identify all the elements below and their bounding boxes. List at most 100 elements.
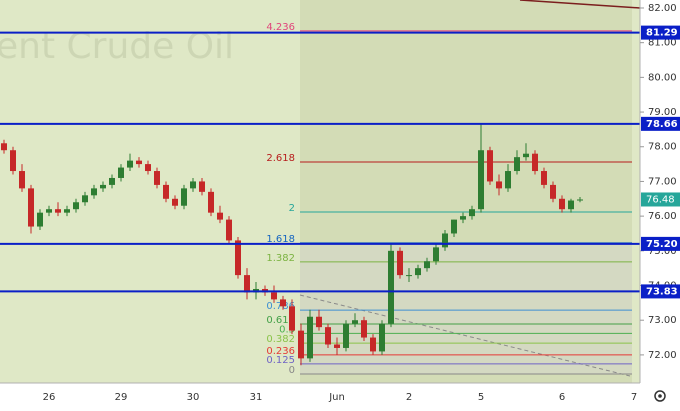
candle-body bbox=[424, 261, 430, 269]
fib-label: 0.125 bbox=[266, 355, 295, 366]
x-tick-label: 26 bbox=[43, 392, 56, 403]
candle-body bbox=[64, 209, 70, 213]
candle-body bbox=[343, 323, 349, 348]
level-tag bbox=[641, 284, 680, 299]
candle-body bbox=[280, 299, 286, 307]
candle-body bbox=[91, 188, 97, 196]
y-tick-label: 72.00 bbox=[648, 350, 677, 361]
y-tick-label: 78.00 bbox=[648, 142, 677, 153]
candle-body bbox=[406, 275, 412, 277]
candle-body bbox=[379, 323, 385, 352]
candle-body bbox=[55, 209, 61, 213]
fib-label: 0.618 bbox=[266, 315, 295, 326]
candle-body bbox=[370, 337, 376, 352]
trendline bbox=[519, 0, 641, 9]
fib-label: 0.382 bbox=[266, 334, 295, 345]
y-tick-label: 73.00 bbox=[648, 315, 677, 326]
candle-body bbox=[568, 200, 574, 210]
candle-body bbox=[271, 292, 277, 300]
candle-body bbox=[289, 306, 295, 331]
fib-label: 0.5 bbox=[279, 324, 295, 335]
candle-body bbox=[28, 188, 34, 227]
candle-body bbox=[235, 240, 241, 276]
candle-body bbox=[388, 250, 394, 324]
candle-body bbox=[397, 250, 403, 276]
x-tick-label: 7 bbox=[631, 392, 637, 403]
fib-label: 1.382 bbox=[266, 253, 295, 264]
candle-body bbox=[1, 143, 7, 151]
fib-label: 2 bbox=[289, 203, 295, 214]
level-tag bbox=[641, 236, 680, 251]
candle-body bbox=[244, 275, 250, 293]
candle-body bbox=[325, 327, 331, 345]
candle-body bbox=[577, 199, 583, 201]
candle-body bbox=[19, 171, 25, 189]
candle-body bbox=[199, 181, 205, 192]
level-tag-label: 81.29 bbox=[646, 28, 678, 39]
candle-body bbox=[298, 330, 304, 359]
candle-body bbox=[226, 219, 232, 241]
y-tick-label: 80.00 bbox=[648, 72, 677, 83]
y-tick-label: 79.00 bbox=[648, 107, 677, 118]
candle-body bbox=[514, 157, 520, 172]
y-tick-label: 82.00 bbox=[648, 3, 677, 14]
candle-body bbox=[334, 344, 340, 348]
fib-label: 0.786 bbox=[266, 301, 295, 312]
x-tick-label: 29 bbox=[115, 392, 128, 403]
candle-body bbox=[442, 233, 448, 248]
fib-label: 1.618 bbox=[266, 234, 295, 245]
candle-body bbox=[469, 209, 475, 217]
level-tag bbox=[641, 116, 680, 131]
candle-body bbox=[460, 216, 466, 220]
time-axis bbox=[0, 383, 640, 411]
level-tag-label: 78.66 bbox=[646, 119, 678, 130]
candle-body bbox=[37, 212, 43, 227]
candle-body bbox=[361, 320, 367, 338]
candle-body bbox=[415, 268, 421, 276]
x-tick-label: Jun bbox=[328, 392, 345, 403]
candle-body bbox=[316, 316, 322, 328]
fib-label: 2.618 bbox=[266, 153, 295, 164]
level-tag-label: 73.83 bbox=[646, 286, 678, 297]
candle-body bbox=[550, 184, 556, 199]
candle-body bbox=[163, 184, 169, 199]
candle-body bbox=[307, 316, 313, 359]
candle-body bbox=[154, 171, 160, 185]
candle-body bbox=[541, 171, 547, 185]
candle-body bbox=[73, 202, 79, 210]
y-tick-label: 75.00 bbox=[648, 246, 677, 257]
candle-body bbox=[181, 188, 187, 206]
candle-body bbox=[487, 150, 493, 182]
candle-body bbox=[136, 160, 142, 165]
candle-body bbox=[433, 247, 439, 262]
candle-body bbox=[496, 181, 502, 189]
candle-body bbox=[523, 153, 529, 158]
settings-icon[interactable] bbox=[654, 390, 666, 402]
candle-body bbox=[217, 212, 223, 220]
candle-body bbox=[478, 150, 484, 210]
candle-body bbox=[109, 177, 115, 185]
last-price-tag bbox=[641, 192, 680, 207]
candle-body bbox=[172, 198, 178, 206]
fib-label: 4.236 bbox=[266, 22, 295, 33]
candle-body bbox=[505, 171, 511, 189]
candle-body bbox=[559, 198, 565, 210]
candle-body bbox=[190, 181, 196, 189]
candle-body bbox=[127, 160, 133, 168]
candle-body bbox=[208, 191, 214, 213]
level-tag-label: 75.20 bbox=[646, 239, 678, 250]
fib-label: 0 bbox=[289, 365, 295, 376]
x-tick-label: 2 bbox=[406, 392, 412, 403]
y-tick-label: 76.00 bbox=[648, 211, 677, 222]
candle-body bbox=[10, 150, 16, 172]
dashed-trendline bbox=[299, 294, 631, 377]
y-tick-label: 77.00 bbox=[648, 176, 677, 187]
fib-retrace-zone bbox=[300, 243, 632, 374]
level-tag bbox=[641, 25, 680, 40]
x-tick-label: 5 bbox=[478, 392, 484, 403]
candle-body bbox=[100, 184, 106, 189]
x-tick-label: 30 bbox=[187, 392, 200, 403]
